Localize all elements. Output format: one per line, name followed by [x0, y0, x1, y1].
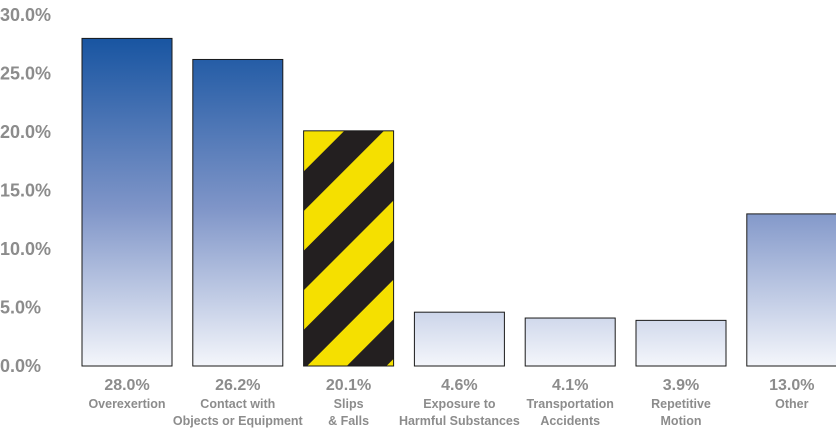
y-tick-label: 30.0%: [0, 5, 51, 25]
category-label: Contact with: [200, 397, 275, 411]
value-label: 28.0%: [104, 377, 149, 394]
bar: [192, 58, 284, 367]
category-label: & Falls: [328, 414, 369, 428]
category-label: Harmful Substances: [399, 414, 520, 428]
category-labels: Overexertion Contact with Objects or Equip…: [88, 397, 808, 428]
bar: [524, 317, 616, 367]
value-label: 26.2%: [215, 377, 260, 394]
category-label: Motion: [661, 414, 702, 428]
bar: [635, 319, 727, 367]
value-label: 4.6%: [441, 377, 477, 394]
value-label: 3.9%: [663, 377, 699, 394]
y-tick-label: 15.0%: [0, 181, 51, 201]
value-label: 13.0%: [769, 377, 814, 394]
category-label: Overexertion: [88, 397, 165, 411]
y-tick-label: 10.0%: [0, 239, 51, 259]
category-label: Other: [775, 397, 808, 411]
bar: [413, 311, 505, 367]
bar: [81, 37, 173, 367]
category-label: Objects or Equipment: [173, 414, 304, 428]
y-axis: 0.0% 5.0% 10.0% 15.0% 20.0% 25.0% 30.0%: [0, 5, 51, 376]
y-tick-label: 20.0%: [0, 122, 51, 142]
y-tick-label: 0.0%: [0, 356, 41, 376]
category-label: Transportation: [526, 397, 614, 411]
y-tick-label: 5.0%: [0, 298, 41, 318]
category-label: Slips: [334, 397, 364, 411]
value-label: 4.1%: [552, 377, 588, 394]
bar: [303, 130, 395, 367]
category-label: Exposure to: [423, 397, 496, 411]
value-label: 20.1%: [326, 377, 371, 394]
category-label: Repetitive: [651, 397, 711, 411]
y-tick-label: 25.0%: [0, 64, 51, 84]
value-labels: 28.0% 26.2% 20.1% 4.6% 4.1% 3.9% 13.0%: [104, 377, 814, 394]
category-label: Accidents: [540, 414, 600, 428]
bars: [81, 37, 836, 367]
bar: [746, 213, 836, 367]
